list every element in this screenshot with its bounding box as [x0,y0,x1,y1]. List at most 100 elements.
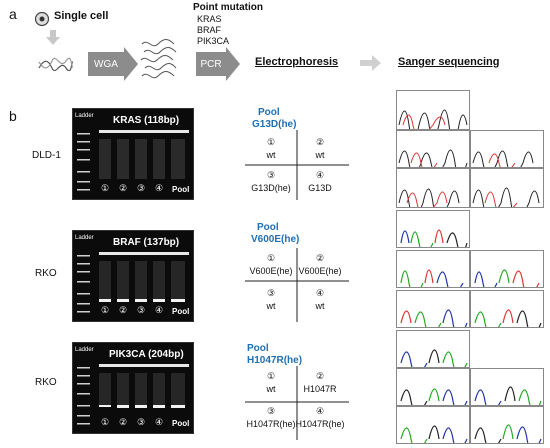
sanger-trace-pik3ca-pool [396,330,470,375]
gel-title: BRAF (137bp) [113,237,180,248]
genotype-cell-text: H1047R(he) [295,419,345,429]
sanger-trace-braf-1 [396,250,470,296]
gel-image-braf: Ladder BRAF (137bp) ① ② ③ ④ Pool [72,230,194,322]
genotype-cell-text: wt [315,150,325,160]
gel-title: KRAS (118bp) [113,115,180,126]
gene-braf: BRAF [197,25,222,35]
genotype-cell-num: ② [315,371,325,381]
point-mutation-title: Point mutation [193,2,263,13]
dna-icon [38,57,74,71]
ladder-bands [77,367,90,425]
lane-label: ③ [137,305,146,315]
sanger-trace-kras-pool [396,90,470,141]
genotype-cell-text: wt [315,301,325,311]
lane-label: ③ [137,417,146,427]
gene-pik3ca: PIK3CA [197,36,230,46]
chromatogram-icon [400,269,464,296]
lane-bands [99,373,185,408]
lane-label: ④ [155,305,164,315]
pool-header-line: Pool [257,222,279,233]
pool-lane-label: Pool [172,307,190,316]
lane-label: ④ [155,183,164,193]
genotype-grid-lines [245,130,349,200]
chromatogram-icon [400,388,468,413]
genotype-grid-lines [245,366,349,440]
lane-label: ② [119,305,128,315]
genotype-cell-text: wt [266,301,276,311]
sanger-trace-pik3ca-3 [396,406,470,448]
chromatogram-icon [398,188,460,218]
lane-smears [99,139,185,179]
pool-header-line: G13D(he) [252,119,297,130]
pool-lane-label: Pool [172,419,190,428]
genotype-cell-text: wt [266,384,276,394]
lane-label: ③ [137,183,146,193]
amplified-dna-icon [140,39,177,79]
sanger-trace-braf-pool [396,210,470,255]
right-arrow-icon [360,55,381,71]
cell-line-label: RKO [35,268,57,279]
wga-arrow: WGA [88,52,124,76]
pcr-label: PCR [200,58,222,70]
sanger-trace-pik3ca-1 [396,368,470,413]
sanger-trace-kras-2 [470,130,544,176]
genotype-cell-num: ④ [315,406,325,416]
genotype-cell-text: G13D(he) [251,183,291,193]
wga-arrow-head [124,47,138,81]
well-line [99,130,189,133]
ladder-label: Ladder [75,347,94,353]
lane-label: ① [101,417,110,427]
chromatogram-icon [400,349,468,375]
well-line [99,252,189,255]
genotype-grid-lines [245,248,349,322]
genotype-cell-num: ④ [315,288,325,298]
lane-bands [99,261,185,302]
lane-label: ④ [155,417,164,427]
chromatogram-icon [472,187,540,219]
single-cell-icon [34,11,50,27]
lane-label: ② [119,417,128,427]
cell-line-label: DLD-1 [32,150,61,161]
cell-line-label: RKO [35,377,57,388]
ladder-bands [77,255,90,313]
genotype-cell-text: wt [266,150,276,160]
gel-image-pik3ca: Ladder PIK3CA (204bp) ① ② ③ ④ Pool [72,342,194,434]
genotype-cell-num: ② [315,137,325,147]
pool-genotype-header: Pool V600E(he) [251,222,299,246]
sanger-heading: Sanger sequencing [398,56,500,68]
well-line [99,364,189,367]
electrophoresis-heading: Electrophoresis [255,56,339,68]
pool-header-line: V600E(he) [251,234,300,245]
panel-b-label: b [9,108,17,124]
sanger-trace-braf-3 [396,290,470,337]
chromatogram-icon [398,149,468,177]
panel-a-label: a [9,6,17,22]
sanger-trace-kras-3 [396,168,470,218]
chromatogram-icon [400,309,468,337]
pool-genotype-header: Pool G13D(he) [252,107,296,131]
chromatogram-icon [474,424,542,448]
single-cell-label: Single cell [54,10,109,22]
chromatogram-icon [474,386,542,413]
gel-image-kras: Ladder KRAS (118bp) ① ② ③ ④ Pool [72,108,194,200]
genotype-cell-num: ① [266,253,276,263]
chromatogram-icon [472,150,534,176]
genotype-cell-num: ④ [315,170,325,180]
genotype-cell-num: ③ [266,170,276,180]
lane-label: ① [101,183,110,193]
genotype-cell-text: H1047R [303,384,337,394]
sanger-trace-kras-1 [396,130,470,177]
chromatogram-icon [474,309,542,336]
sanger-trace-pik3ca-2 [470,368,544,413]
pcr-arrow: PCR [196,52,226,76]
genotype-cell-num: ③ [266,406,276,416]
sanger-trace-braf-2 [470,250,544,296]
genotype-cell-text: V600E(he) [249,266,293,276]
genotype-cell-num: ① [266,371,276,381]
down-arrow-icon [46,30,60,45]
genotype-cell-text: V600E(he) [298,266,342,276]
wga-label: WGA [94,58,118,70]
ladder-label: Ladder [75,113,94,119]
genotype-cell-num: ① [266,137,276,147]
genotype-cell-num: ③ [266,288,276,298]
